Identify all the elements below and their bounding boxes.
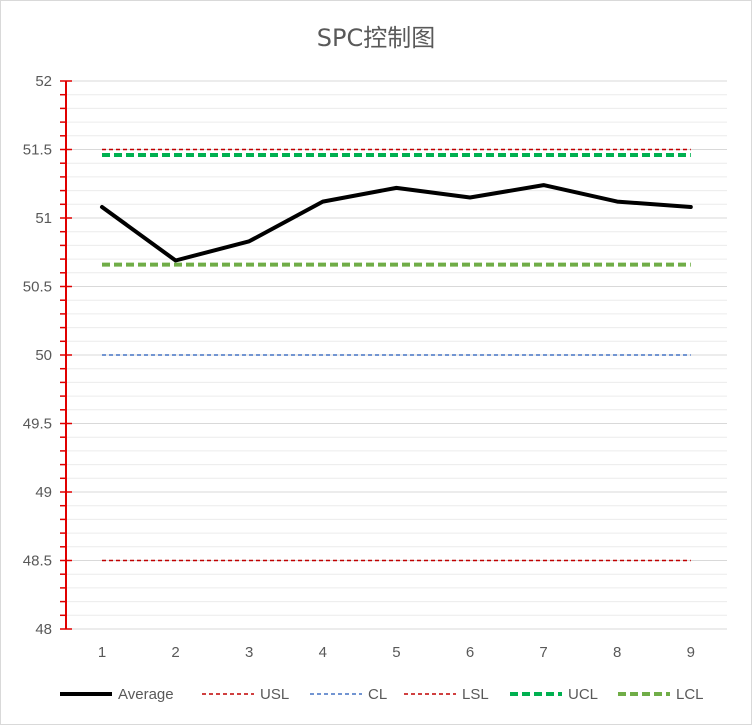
legend-label: USL <box>260 685 290 703</box>
legend-swatch <box>202 693 254 695</box>
y-tick-label: 50.5 <box>23 279 52 296</box>
legend-swatch <box>310 693 362 695</box>
legend-label: CL <box>368 685 388 703</box>
series-line-average <box>100 183 693 263</box>
x-tick-label: 3 <box>245 644 253 661</box>
legend-item-lcl: LCL <box>616 681 704 707</box>
x-tick-label: 1 <box>98 644 106 661</box>
legend-item-lsl: LSL <box>402 681 489 707</box>
legend-swatch <box>60 692 112 696</box>
chart-title: SPC控制图 <box>316 24 436 52</box>
x-tick-label: 9 <box>687 644 695 661</box>
legend-label: LSL <box>462 685 489 703</box>
y-tick-label: 51 <box>35 210 52 227</box>
x-tick-label: 2 <box>171 644 179 661</box>
plot-area: 48 48.5 49 49.5 50 50.5 51 51.5 52 1 2 3 4 5 6 7 8 9 <box>23 73 727 661</box>
x-tick-label: 6 <box>466 644 474 661</box>
y-tick-label: 48.5 <box>23 553 52 570</box>
x-tick-label: 4 <box>319 644 327 661</box>
y-tick-label: 49.5 <box>23 416 52 433</box>
legend-item-average: Average <box>58 681 174 707</box>
y-tick-label: 51.5 <box>23 142 52 159</box>
legend-item-cl: CL <box>308 681 387 707</box>
x-tick-label: 7 <box>539 644 547 661</box>
y-tick-label: 50 <box>35 347 52 364</box>
legend-item-usl: USL <box>200 681 289 707</box>
y-tick-label: 49 <box>35 484 52 501</box>
chart-legend: Average USL CL LSL UCL LCL <box>0 681 752 707</box>
legend-swatch <box>618 692 670 696</box>
legend-label: LCL <box>676 685 704 703</box>
legend-swatch <box>404 693 456 695</box>
legend-swatch <box>510 692 562 696</box>
legend-label: Average <box>118 685 174 703</box>
x-tick-label: 8 <box>613 644 621 661</box>
y-tick-label: 52 <box>35 73 52 90</box>
y-tick-label: 48 <box>35 621 52 638</box>
x-tick-label: 5 <box>392 644 400 661</box>
legend-label: UCL <box>568 685 599 703</box>
legend-item-ucl: UCL <box>508 681 598 707</box>
